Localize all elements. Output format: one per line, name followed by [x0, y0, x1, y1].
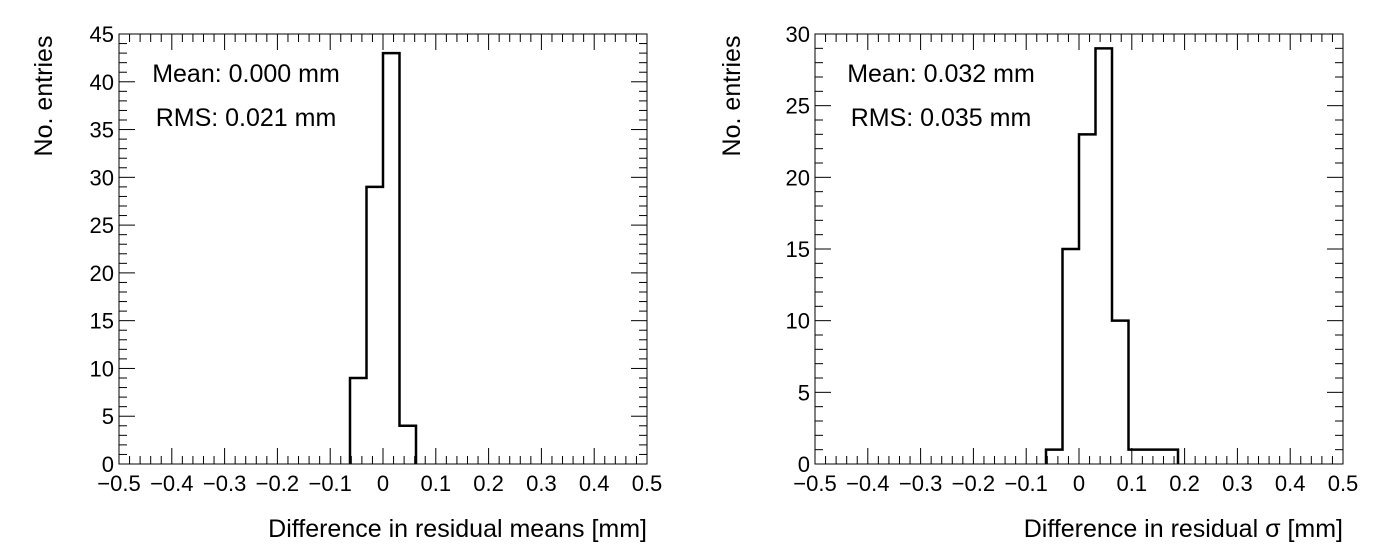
- histogram-bin: [1129, 450, 1146, 464]
- y-tick-label: 25: [786, 94, 810, 119]
- mean-annotation: Mean: 0.000 mm: [152, 60, 340, 88]
- y-tick-label: 5: [102, 404, 114, 429]
- histogram-bin: [1162, 450, 1179, 464]
- y-tick-label: 35: [90, 118, 114, 143]
- histogram-bin: [1145, 450, 1162, 464]
- y-tick-label: 45: [90, 22, 114, 47]
- x-tick-label: −0.3: [899, 471, 942, 496]
- y-tick-label: 15: [786, 237, 810, 262]
- x-tick-label: 0.4: [579, 471, 610, 496]
- x-tick-label: 0.1: [421, 471, 452, 496]
- x-tick-label: −0.2: [256, 471, 299, 496]
- histogram-outline: [348, 51, 418, 464]
- x-tick-label: 0.1: [1117, 471, 1148, 496]
- histogram-bin: [350, 378, 367, 464]
- histogram-bin: [1096, 48, 1113, 464]
- x-tick-label: −0.3: [203, 471, 246, 496]
- y-tick-label: 10: [90, 356, 114, 381]
- x-tick-label: 0.3: [526, 471, 557, 496]
- y-axis-label: No. entries: [30, 36, 58, 157]
- x-tick-label: −0.2: [952, 471, 995, 496]
- y-tick-label: 20: [90, 261, 114, 286]
- chart-panel-residual-sigma: −0.5 −0.4 −0.3 −0.2 −0.1 0 0.1 0.2 0.3 0.4 0.5 0 5 10…: [695, 0, 1390, 559]
- histogram-bin: [400, 426, 417, 464]
- y-tick-label: 20: [786, 165, 810, 190]
- histogram-bin: [1112, 321, 1129, 464]
- x-tick-label: −0.5: [97, 471, 140, 496]
- histogram-bin: [1079, 134, 1096, 464]
- histogram-bin: [383, 53, 400, 464]
- x-axis-label: Difference in residual σ [mm]: [1024, 515, 1343, 543]
- x-tick-label: 0.2: [473, 471, 504, 496]
- x-tick-label: 0.2: [1169, 471, 1200, 496]
- rms-annotation: RMS: 0.035 mm: [851, 104, 1032, 132]
- x-tick-label: −0.1: [1004, 471, 1047, 496]
- y-axis-label: No. entries: [718, 36, 746, 157]
- x-tick-label: 0.3: [1222, 471, 1253, 496]
- y-tick-label: 30: [90, 165, 114, 190]
- histogram-bin: [1063, 249, 1080, 464]
- histogram-bin: [1046, 450, 1063, 464]
- rms-annotation: RMS: 0.021 mm: [156, 104, 337, 132]
- mean-annotation: Mean: 0.032 mm: [847, 60, 1035, 88]
- x-tick-label: −0.4: [150, 471, 193, 496]
- y-tick-label: 25: [90, 213, 114, 238]
- histogram-residual-sigma: −0.5 −0.4 −0.3 −0.2 −0.1 0 0.1 0.2 0.3 0.4 0.5 0 5 10…: [718, 22, 1359, 543]
- x-tick-label: −0.1: [308, 471, 351, 496]
- x-tick-label: 0.5: [1328, 471, 1359, 496]
- y-tick-label: 15: [90, 309, 114, 334]
- histogram-bin: [367, 187, 384, 464]
- y-tick-label: 0: [798, 452, 810, 477]
- chart-panel-residual-means: −0.5 −0.4 −0.3 −0.2 −0.1 0 0.1 0.2 0.3 0.4 0.5 0 5 10…: [0, 0, 695, 559]
- x-tick-label: 0.5: [632, 471, 663, 496]
- x-axis-label: Difference in residual means [mm]: [268, 515, 647, 543]
- y-tick-label: 10: [786, 309, 810, 334]
- x-tick-label: −0.4: [846, 471, 889, 496]
- y-tick-label: 5: [798, 380, 810, 405]
- x-tick-label: 0.4: [1275, 471, 1306, 496]
- x-tick-label: −0.5: [793, 471, 836, 496]
- x-tick-label: 0: [1073, 471, 1085, 496]
- histogram-residual-means: −0.5 −0.4 −0.3 −0.2 −0.1 0 0.1 0.2 0.3 0.4 0.5 0 5 10…: [30, 22, 663, 543]
- y-tick-label: 30: [786, 22, 810, 47]
- x-tick-label: 0: [377, 471, 389, 496]
- y-tick-label: 40: [90, 70, 114, 95]
- histogram-outline: [1044, 47, 1180, 464]
- y-tick-label: 0: [102, 452, 114, 477]
